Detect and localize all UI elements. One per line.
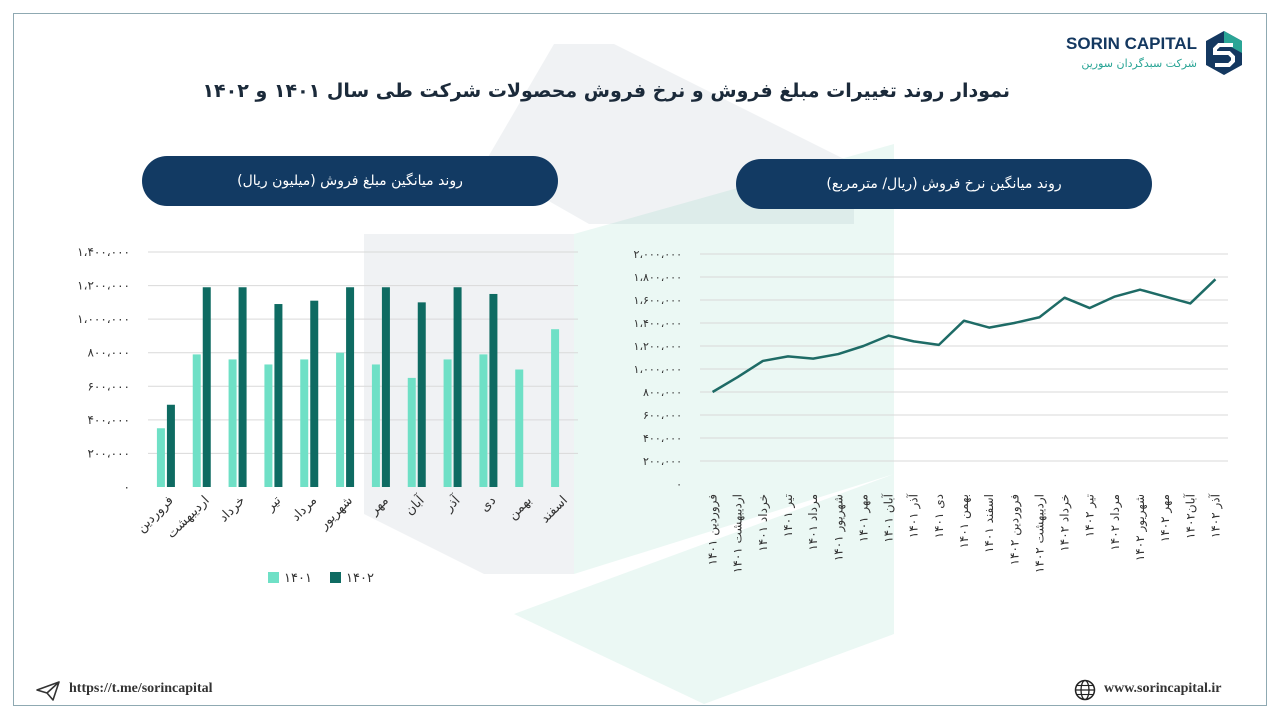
infographic-frame bbox=[13, 13, 1267, 706]
line-chart-title: روند میانگین نرخ فروش (ریال/ مترمربع) bbox=[736, 159, 1152, 209]
page-title: نمودار روند تغییرات مبلغ فروش و نرخ فروش… bbox=[202, 80, 1010, 102]
logo-name: SORIN CAPITAL bbox=[1066, 34, 1197, 53]
globe-icon[interactable] bbox=[1074, 679, 1096, 701]
logo-watermark bbox=[364, 44, 894, 704]
telegram-link[interactable]: https://t.me/sorincapital bbox=[69, 681, 213, 696]
logo-hexagon-icon bbox=[1206, 31, 1242, 75]
paper-plane-icon[interactable] bbox=[35, 680, 61, 702]
company-logo: SORIN CAPITAL شرکت سبدگردان سورین bbox=[1066, 30, 1255, 80]
website-link[interactable]: www.sorincapital.ir bbox=[1104, 681, 1222, 696]
bar-chart-title: روند میانگین مبلغ فروش (میلیون ریال) bbox=[142, 156, 558, 206]
logo-subtitle: شرکت سبدگردان سورین bbox=[1081, 57, 1197, 70]
